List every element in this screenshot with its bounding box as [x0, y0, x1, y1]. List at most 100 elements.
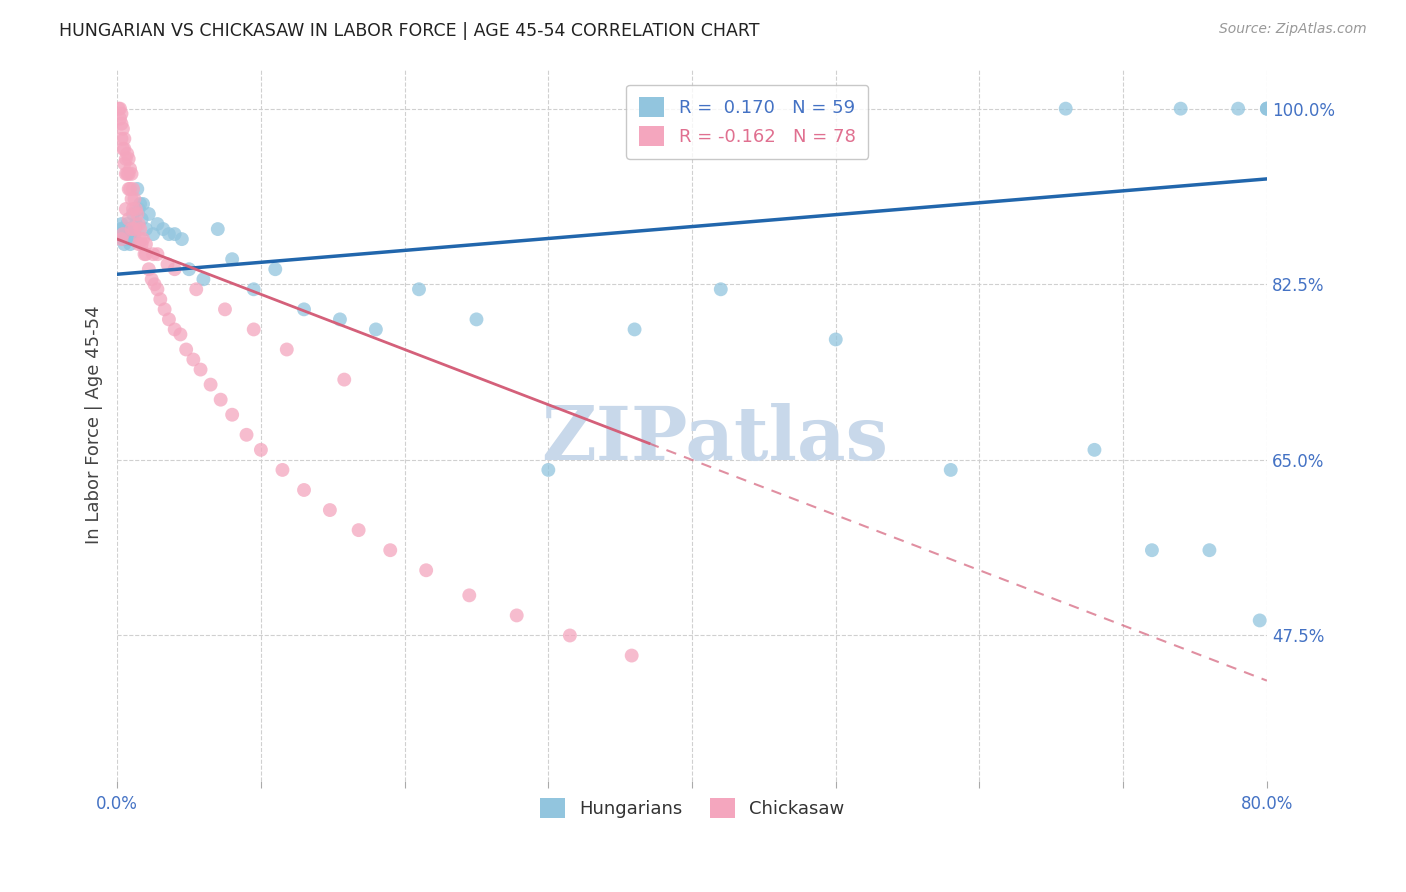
Point [143, 277, 166, 292]
Point [141, 272, 163, 286]
Point [242, 282, 264, 296]
Point [190, 362, 212, 376]
Point [112, 132, 135, 146]
Point [209, 392, 232, 407]
Point [156, 257, 179, 271]
Point [186, 282, 208, 296]
Point [132, 197, 155, 211]
Point [128, 217, 150, 231]
Point [127, 207, 149, 221]
Point [131, 212, 153, 227]
Point [108, 102, 131, 116]
Point [170, 232, 193, 246]
Point [120, 182, 142, 196]
Point [415, 563, 437, 577]
Point [242, 322, 264, 336]
Point [250, 442, 273, 457]
Point [152, 222, 174, 236]
Point [292, 483, 315, 497]
Point [124, 192, 146, 206]
Point [380, 543, 402, 558]
Point [110, 227, 132, 241]
Point [128, 237, 150, 252]
Point [121, 222, 143, 236]
Point [347, 523, 370, 537]
Point [135, 237, 157, 252]
Point [157, 227, 180, 241]
Point [122, 182, 145, 196]
Point [235, 427, 257, 442]
Point [163, 227, 186, 241]
Point [117, 217, 139, 231]
Point [134, 247, 156, 261]
Point [114, 222, 136, 236]
Y-axis label: In Labor Force | Age 45-54: In Labor Force | Age 45-54 [86, 305, 103, 544]
Point [135, 222, 157, 236]
Point [121, 167, 143, 181]
Point [121, 192, 143, 206]
Point [112, 142, 135, 156]
Point [458, 588, 481, 602]
Point [138, 207, 160, 221]
Point [710, 282, 733, 296]
Point [112, 157, 135, 171]
Point [110, 232, 132, 246]
Point [620, 648, 643, 663]
Point [319, 503, 342, 517]
Point [138, 262, 160, 277]
Point [465, 312, 488, 326]
Point [506, 608, 529, 623]
Point [112, 237, 135, 252]
Point [114, 152, 136, 166]
Point [1256, 102, 1278, 116]
Point [111, 222, 134, 236]
Point [939, 463, 962, 477]
Point [174, 343, 197, 357]
Point [1198, 543, 1220, 558]
Point [558, 628, 581, 642]
Point [114, 202, 136, 216]
Point [111, 121, 134, 136]
Point [142, 247, 165, 261]
Point [129, 222, 152, 236]
Point [121, 222, 143, 236]
Point [122, 207, 145, 221]
Point [292, 302, 315, 317]
Point [153, 302, 176, 317]
Text: ZIPatlas: ZIPatlas [541, 402, 889, 475]
Point [169, 327, 191, 342]
Point [329, 312, 352, 326]
Point [271, 463, 294, 477]
Point [207, 222, 229, 236]
Point [264, 262, 287, 277]
Point [117, 167, 139, 181]
Point [623, 322, 645, 336]
Point [1054, 102, 1077, 116]
Point [193, 272, 215, 286]
Point [142, 227, 165, 241]
Point [149, 293, 172, 307]
Point [120, 237, 142, 252]
Point [157, 312, 180, 326]
Point [120, 227, 142, 241]
Point [824, 333, 846, 347]
Point [108, 112, 131, 126]
Point [111, 232, 134, 246]
Point [129, 197, 152, 211]
Point [110, 217, 132, 231]
Point [114, 232, 136, 246]
Text: Source: ZipAtlas.com: Source: ZipAtlas.com [1219, 22, 1367, 37]
Point [124, 222, 146, 236]
Point [1083, 442, 1105, 457]
Point [118, 152, 141, 166]
Point [146, 282, 169, 296]
Point [127, 182, 149, 196]
Text: HUNGARIAN VS CHICKASAW IN LABOR FORCE | AGE 45-54 CORRELATION CHART: HUNGARIAN VS CHICKASAW IN LABOR FORCE | … [59, 22, 759, 40]
Point [537, 463, 560, 477]
Point [1249, 614, 1271, 628]
Point [214, 302, 236, 317]
Point [132, 232, 155, 246]
Point [163, 322, 186, 336]
Point [200, 377, 222, 392]
Point [125, 202, 148, 216]
